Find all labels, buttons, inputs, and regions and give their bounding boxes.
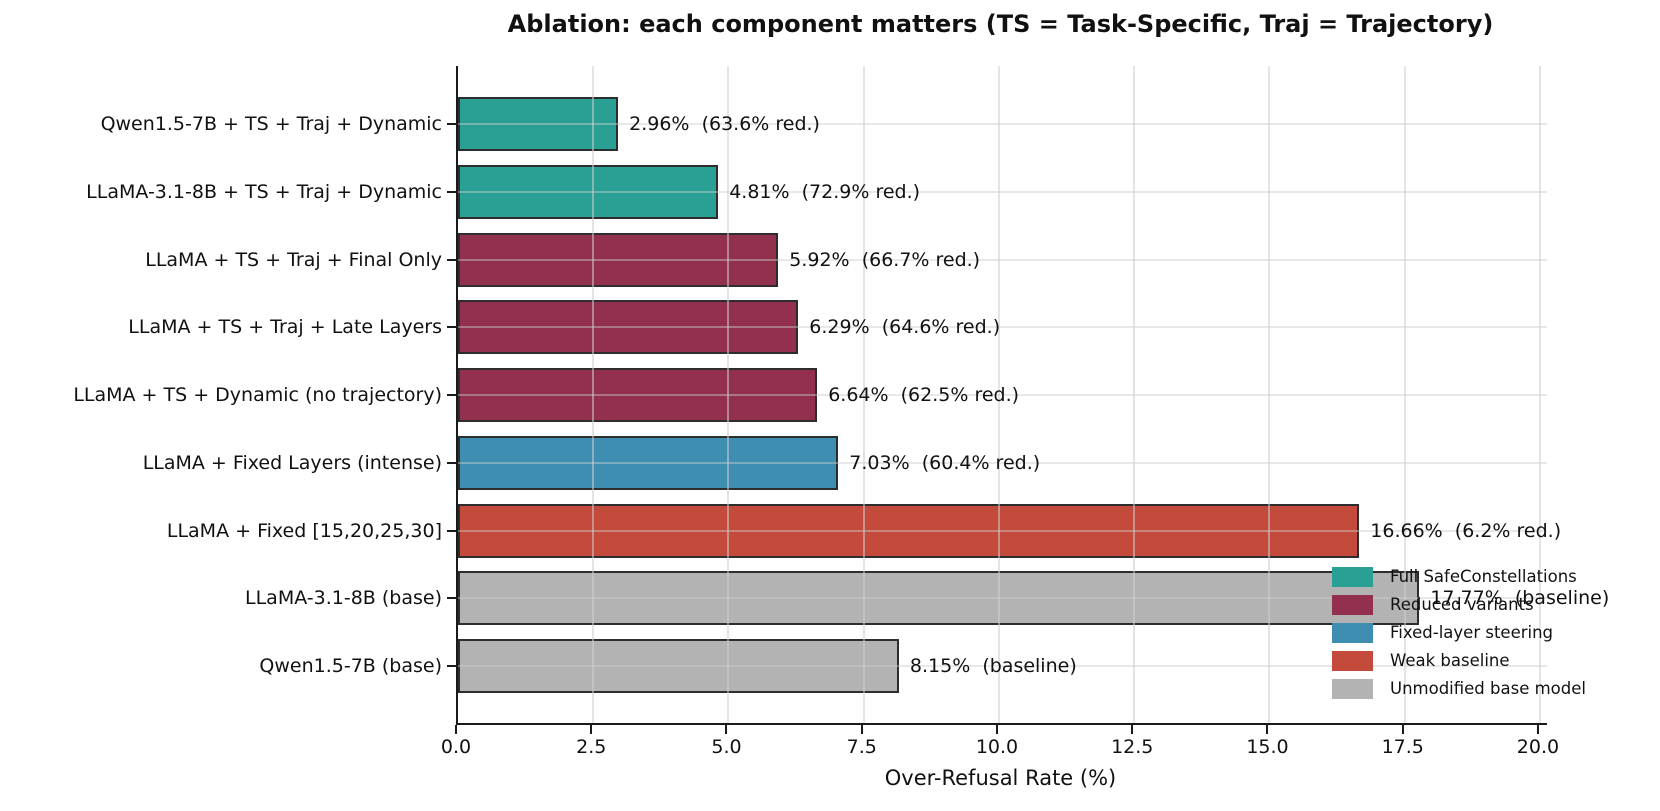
plot-area: [456, 66, 1547, 725]
x-tick-label: 7.5: [846, 736, 877, 758]
x-tick-label: 15.0: [1246, 736, 1289, 758]
gridline-y: [458, 394, 1547, 396]
gridline-y: [458, 665, 1547, 667]
gridline-y: [458, 529, 1547, 532]
gridline-x: [862, 66, 865, 723]
x-tick-label: 17.5: [1381, 736, 1424, 758]
gridline-x: [1133, 66, 1136, 723]
gridline-x: [997, 66, 1000, 723]
x-tick-label: 10.0: [975, 736, 1019, 758]
gridline-y: [458, 258, 1547, 261]
gridline-y: [458, 123, 1547, 125]
gridline-y: [458, 326, 1547, 329]
legend-label: Full SafeConstellations: [1390, 567, 1577, 586]
bar: [458, 97, 619, 151]
x-tick-label: 5.0: [711, 736, 742, 758]
bar: [458, 435, 839, 490]
y-tick-mark: [447, 326, 456, 329]
bar-value-annotation: 7.03% (60.4% red.): [849, 451, 1041, 474]
y-tick-mark: [447, 529, 456, 532]
y-axis-label: LLaMA + Fixed [15,20,25,30]: [166, 519, 442, 542]
bar: [458, 639, 899, 693]
gridline-x: [1403, 66, 1406, 723]
y-tick-mark: [447, 123, 456, 125]
bar: [458, 300, 799, 355]
y-axis-label: LLaMA + TS + Traj + Late Layers: [128, 316, 442, 339]
legend-label: Fixed-layer steering: [1390, 623, 1554, 642]
legend-label: Reduced variants: [1390, 595, 1534, 614]
bar: [458, 232, 779, 287]
y-axis-label: LLaMA-3.1-8B (base): [245, 587, 442, 610]
bar-value-annotation: 16.66% (6.2% red.): [1370, 519, 1562, 542]
x-tick-mark: [1536, 725, 1539, 734]
x-axis-title: Over-Refusal Rate (%): [884, 766, 1117, 790]
y-tick-mark: [447, 394, 456, 396]
x-tick-mark: [455, 725, 457, 734]
x-tick-label: 0.0: [440, 736, 472, 758]
legend-swatch: [1332, 623, 1373, 643]
gridline-x: [727, 66, 730, 723]
legend-label: Weak baseline: [1390, 651, 1510, 670]
gridline-x: [1268, 66, 1271, 723]
x-tick-mark: [1401, 725, 1404, 734]
x-tick-mark: [860, 725, 863, 734]
bar-value-annotation: 8.15% (baseline): [909, 655, 1077, 677]
y-axis-label: LLaMA + TS + Dynamic (no trajectory): [73, 384, 442, 406]
y-axis-label: LLaMA-3.1-8B + TS + Traj + Dynamic: [86, 180, 442, 203]
bar-value-annotation: 6.64% (62.5% red.): [828, 384, 1020, 406]
gridline-x: [592, 66, 595, 723]
bar-value-annotation: 5.92% (66.7% red.): [789, 248, 981, 271]
y-tick-mark: [447, 597, 456, 600]
y-axis-label: Qwen1.5-7B (base): [259, 655, 442, 677]
bar-value-annotation: 6.29% (64.6% red.): [809, 316, 1001, 339]
y-axis-label: LLaMA + TS + Traj + Final Only: [145, 248, 442, 271]
legend-swatch: [1332, 651, 1373, 671]
y-tick-mark: [447, 190, 456, 193]
y-axis-label: LLaMA + Fixed Layers (intense): [142, 451, 442, 474]
y-axis-label: Qwen1.5-7B + TS + Traj + Dynamic: [100, 113, 442, 135]
bar-value-annotation: 2.96% (63.6% red.): [629, 113, 820, 135]
x-tick-mark: [1131, 725, 1134, 734]
y-tick-mark: [447, 461, 456, 464]
bar: [458, 503, 1360, 558]
bar: [458, 571, 1420, 626]
x-tick-mark: [1266, 725, 1269, 734]
bar: [458, 164, 719, 219]
gridline-y: [458, 597, 1547, 600]
gridline-x: [1538, 66, 1541, 723]
x-tick-label: 2.5: [576, 736, 607, 758]
x-tick-mark: [995, 725, 998, 734]
legend-swatch: [1332, 595, 1373, 615]
x-tick-label: 12.5: [1111, 736, 1154, 758]
x-tick-mark: [725, 725, 728, 734]
x-tick-label: 20.0: [1516, 736, 1560, 758]
legend-label: Unmodified base model: [1390, 679, 1586, 698]
bar-value-annotation: 4.81% (72.9% red.): [729, 180, 921, 203]
chart-title: Ablation: each component matters (TS = T…: [507, 10, 1494, 38]
y-tick-mark: [447, 665, 456, 667]
gridline-y: [458, 461, 1547, 464]
x-tick-mark: [590, 725, 593, 734]
gridline-y: [458, 190, 1547, 193]
legend-swatch: [1332, 679, 1373, 699]
legend-swatch: [1332, 567, 1373, 587]
bar: [458, 368, 818, 422]
y-tick-mark: [447, 258, 456, 261]
bar-value-annotation: 17.77% (baseline): [1430, 587, 1610, 610]
